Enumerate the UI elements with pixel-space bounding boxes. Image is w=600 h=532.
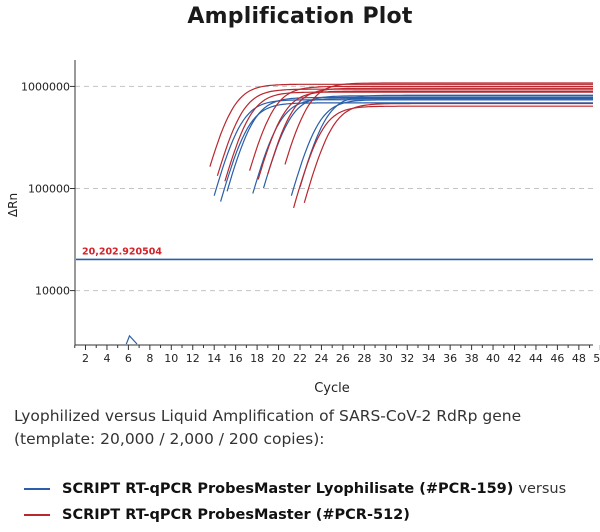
x-tick-label: 36 (443, 352, 457, 365)
legend-label: SCRIPT RT-qPCR ProbesMaster (#PCR-512) (62, 507, 410, 523)
x-tick-label: 22 (293, 352, 307, 365)
legend-item-lyophilisate: SCRIPT RT-qPCR ProbesMaster Lyophilisate… (24, 476, 566, 502)
amplification-curve (220, 102, 593, 202)
caption-line-1: Lyophilized versus Liquid Amplification … (14, 407, 522, 425)
x-tick-label: 50 (593, 352, 600, 365)
amplification-curve (226, 96, 593, 192)
amplification-curve (216, 88, 593, 176)
x-tick-label: 44 (529, 352, 543, 365)
x-tick-label: 18 (250, 352, 264, 365)
y-tick-label: 1000000 (21, 80, 70, 93)
chart-caption: Lyophilized versus Liquid Amplification … (14, 405, 594, 451)
x-tick-label: 8 (146, 352, 153, 365)
x-tick-label: 48 (572, 352, 586, 365)
page-title: Amplification Plot (187, 4, 413, 29)
amplification-curve (209, 83, 593, 167)
x-axis-title: Cycle (314, 381, 350, 396)
legend-suffix: versus (518, 481, 567, 497)
x-tick-label: 32 (400, 352, 414, 365)
x-tick-label: 6 (125, 352, 132, 365)
threshold-group: 20,202.920504 (76, 246, 593, 261)
y-tick-label: 10000 (35, 285, 70, 298)
amplification-curve (284, 82, 593, 165)
x-tick-label: 34 (422, 352, 436, 365)
caption-line-2: (template: 20,000 / 2,000 / 200 copies): (14, 430, 325, 448)
axes (70, 60, 600, 350)
amplification-curve (249, 85, 593, 171)
x-tick-label: 10 (164, 352, 178, 365)
x-tick-label: 30 (379, 352, 393, 365)
x-tick-label: 24 (314, 352, 328, 365)
amplification-curve (303, 102, 593, 203)
noise-blip-curve (125, 334, 138, 345)
amplification-curve (257, 90, 593, 180)
x-tick-label: 26 (336, 352, 350, 365)
x-tick-label: 42 (508, 352, 522, 365)
x-tick-label: 14 (207, 352, 221, 365)
x-tick-label: 40 (486, 352, 500, 365)
amplification-curve (293, 105, 593, 209)
amplification-curve (290, 99, 593, 196)
x-tick-label: 2 (82, 352, 89, 365)
x-tick-label: 38 (465, 352, 479, 365)
x-tick-label: 20 (272, 352, 286, 365)
x-tick-label: 4 (103, 352, 110, 365)
x-tick-label: 46 (550, 352, 564, 365)
x-tick-label: 12 (186, 352, 200, 365)
amplification-curve (262, 95, 593, 189)
threshold-label: 20,202.920504 (82, 246, 162, 257)
legend: SCRIPT RT-qPCR ProbesMaster Lyophilisate… (24, 476, 566, 528)
y-tick-label: 100000 (28, 183, 70, 196)
legend-swatch-red (24, 514, 50, 516)
legend-label: SCRIPT RT-qPCR ProbesMaster Lyophilisate… (62, 481, 514, 497)
y-axis-title: ΔRn (6, 193, 20, 217)
x-tick-label: 28 (357, 352, 371, 365)
amplification-curve (213, 99, 593, 196)
series-group (125, 82, 593, 345)
amplification-curve (299, 94, 593, 188)
legend-item-liquid: SCRIPT RT-qPCR ProbesMaster (#PCR-512) (24, 502, 566, 528)
x-tick-label: 16 (229, 352, 243, 365)
amplification-curve (224, 91, 593, 182)
legend-swatch-blue (24, 488, 50, 490)
